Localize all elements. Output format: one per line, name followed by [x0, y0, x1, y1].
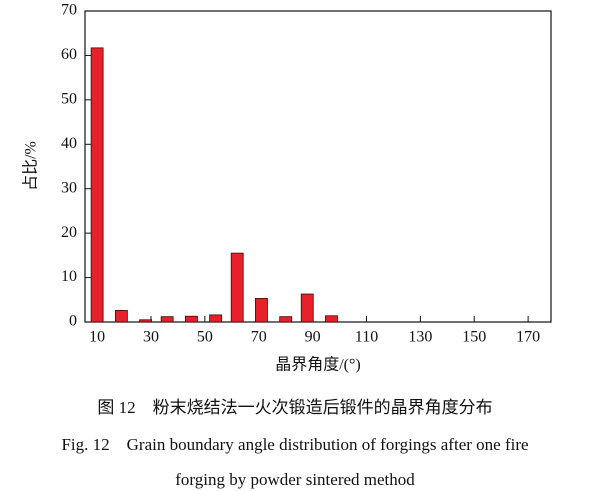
bar	[325, 315, 338, 323]
y-tick-label: 50	[61, 91, 77, 108]
x-tick-label: 90	[305, 329, 321, 346]
caption-en: Fig. 12 Grain boundary angle distributio…	[61, 435, 528, 454]
x-tick-label: 110	[355, 329, 378, 346]
y-tick-label: 10	[61, 268, 77, 285]
y-tick-label: 40	[61, 135, 77, 152]
y-tick-label: 70	[61, 2, 77, 19]
x-tick-label: 150	[462, 329, 486, 346]
x-tick-label: 70	[251, 329, 267, 346]
x-tick-label: 130	[408, 329, 432, 346]
x-tick-label: 170	[516, 329, 540, 346]
bar	[184, 315, 198, 323]
y-tick-label: 0	[69, 313, 77, 330]
caption-zh: 图 12 粉末烧结法一火次锻造后锻件的晶界角度分布	[97, 398, 492, 417]
bar	[90, 47, 104, 323]
bar	[300, 293, 314, 323]
bar	[279, 316, 293, 323]
bar	[160, 316, 174, 323]
x-axis-label: 晶界角度/(°)	[275, 356, 361, 374]
x-tick-label: 30	[143, 329, 159, 346]
bar	[114, 310, 128, 323]
y-tick-label: 60	[61, 46, 77, 63]
caption-en: forging by powder sintered method	[175, 470, 415, 489]
bar	[209, 314, 223, 323]
x-tick-label: 10	[89, 329, 105, 346]
bar	[255, 298, 268, 323]
bar	[139, 319, 153, 323]
y-axis-label: 占比/%	[22, 141, 40, 191]
y-tick-label: 30	[61, 179, 77, 196]
x-tick-label: 50	[197, 329, 213, 346]
y-tick-label: 20	[61, 224, 77, 241]
bar	[230, 252, 244, 323]
plot-frame	[84, 10, 552, 323]
